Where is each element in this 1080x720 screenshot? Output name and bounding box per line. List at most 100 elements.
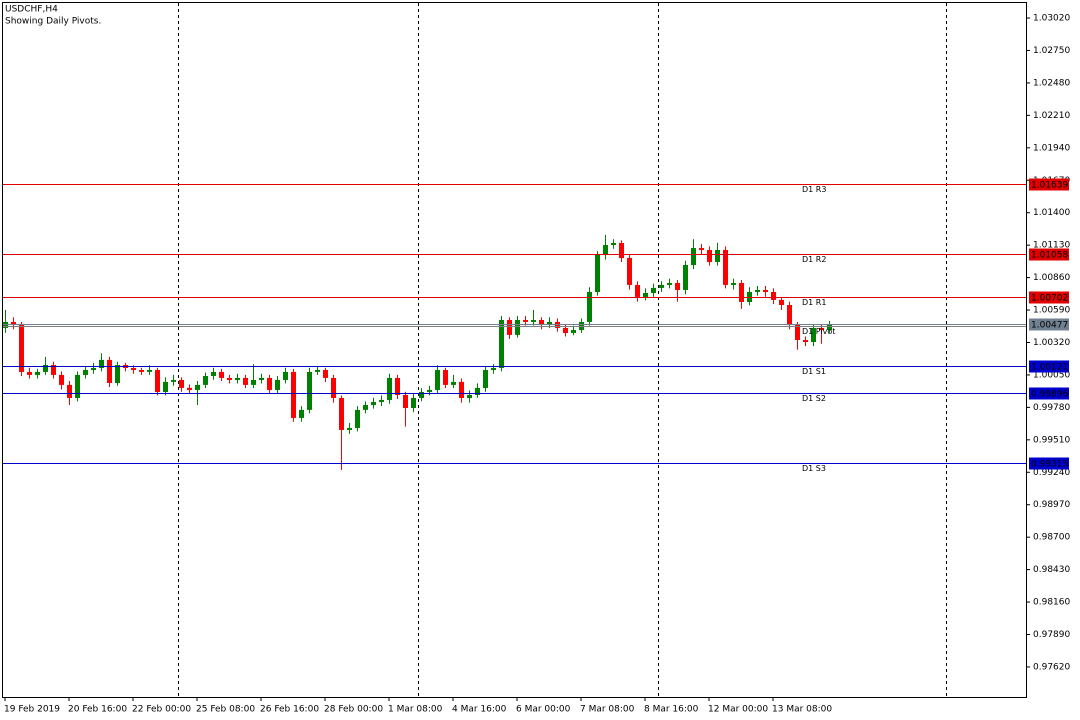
candle-body: [19, 324, 24, 372]
candle-body: [11, 321, 16, 325]
y-tick-label: 0.98970: [1033, 500, 1070, 510]
candle-body: [315, 370, 320, 372]
candle-body: [427, 389, 432, 393]
x-tick-label: 7 Mar 08:00: [580, 705, 635, 715]
y-tick-label: 1.03020: [1033, 14, 1070, 24]
y-tick-label: 0.98430: [1033, 565, 1070, 575]
candle-body: [355, 409, 360, 428]
candle-body: [147, 370, 152, 372]
candle-body: [139, 370, 144, 372]
y-tick-label: 1.00860: [1033, 273, 1070, 283]
candle-body: [811, 327, 816, 343]
candle-body: [371, 401, 376, 405]
chart-title: USDCHF,H4: [5, 5, 58, 15]
candle-body: [219, 371, 224, 378]
candle-body: [643, 292, 648, 297]
candle-body: [291, 371, 296, 418]
candle-body: [459, 381, 464, 399]
candle-body: [507, 320, 512, 335]
candle-body: [475, 387, 480, 396]
y-tick-label: 1.02480: [1033, 78, 1070, 88]
candle-body: [195, 384, 200, 390]
candle-body: [267, 377, 272, 390]
candle-body: [227, 377, 232, 380]
candle-body: [211, 371, 216, 377]
y-tick-label: 1.01130: [1033, 241, 1070, 251]
candle-body: [595, 255, 600, 293]
pivot-label: D1 S1: [802, 367, 826, 376]
candle-body: [659, 284, 664, 288]
candle-body: [251, 379, 256, 385]
candle-body: [699, 248, 704, 250]
candle-body: [347, 427, 352, 430]
x-tick-label: 13 Mar 08:00: [772, 705, 832, 715]
candle-body: [171, 379, 176, 382]
candle-body: [35, 371, 40, 375]
candle-body: [611, 242, 616, 246]
candle-body: [363, 404, 368, 410]
candle-body: [803, 339, 808, 343]
y-tick-label: 0.99510: [1033, 435, 1070, 445]
candle-body: [179, 379, 184, 388]
candle-body: [451, 381, 456, 385]
candle-body: [331, 377, 336, 399]
pivot-label: D1 S3: [802, 464, 826, 473]
price-box: [1029, 291, 1069, 304]
x-tick-label: 26 Feb 16:00: [260, 705, 319, 715]
candle-body: [83, 370, 88, 375]
candle-body: [395, 377, 400, 396]
candle-body: [731, 283, 736, 285]
candle-body: [419, 392, 424, 399]
candle-body: [619, 242, 624, 259]
price-box-label: 1.00121: [1031, 363, 1068, 373]
price-box: [1029, 360, 1069, 373]
candle-body: [67, 384, 72, 399]
candle-body: [435, 370, 440, 390]
price-box-label: 1.01639: [1031, 181, 1068, 191]
x-tick-label: 20 Feb 16:00: [68, 705, 127, 715]
price-box: [1029, 387, 1069, 400]
candle-body: [763, 289, 768, 293]
y-tick-label: 0.98700: [1033, 533, 1070, 543]
price-box-label: 1.01058: [1031, 251, 1068, 261]
candle-body: [491, 367, 496, 371]
candle-body: [755, 289, 760, 293]
candle-body: [675, 283, 680, 290]
y-tick-label: 0.98160: [1033, 598, 1070, 608]
x-tick-label: 25 Feb 08:00: [196, 705, 255, 715]
candle-body: [539, 320, 544, 325]
price-box-label: 1.00702: [1031, 294, 1068, 304]
candle-body: [587, 292, 592, 322]
x-tick-label: 22 Feb 00:00: [132, 705, 191, 715]
candle-body: [411, 398, 416, 408]
candle-body: [115, 364, 120, 383]
price-box: [1029, 178, 1069, 191]
candle-body: [75, 374, 80, 399]
pivot-label: D1 R1: [802, 298, 826, 307]
y-tick-label: 1.00590: [1033, 306, 1070, 316]
y-tick-label: 1.01940: [1033, 143, 1070, 153]
candle-body: [651, 287, 656, 293]
candle-body: [155, 370, 160, 393]
candle-body: [515, 320, 520, 335]
candle-body: [163, 381, 168, 393]
candle-body: [483, 370, 488, 388]
candle-body: [603, 245, 608, 256]
candle-body: [723, 249, 728, 285]
candle-body: [563, 327, 568, 333]
candle-body: [27, 371, 32, 375]
pivot-label: D1 R2: [802, 255, 826, 264]
plot-frame: [2, 2, 1027, 698]
candle-body: [59, 374, 64, 385]
chart-subtitle: Showing Daily Pivots.: [5, 17, 101, 27]
candle-body: [339, 398, 344, 430]
candle-body: [707, 249, 712, 262]
y-tick-label: 0.97890: [1033, 630, 1070, 640]
y-tick-label: 0.97620: [1033, 662, 1070, 672]
price-box-label: 0.99315: [1031, 460, 1068, 470]
y-tick-label: 0.99780: [1033, 403, 1070, 413]
candle-body: [635, 284, 640, 297]
